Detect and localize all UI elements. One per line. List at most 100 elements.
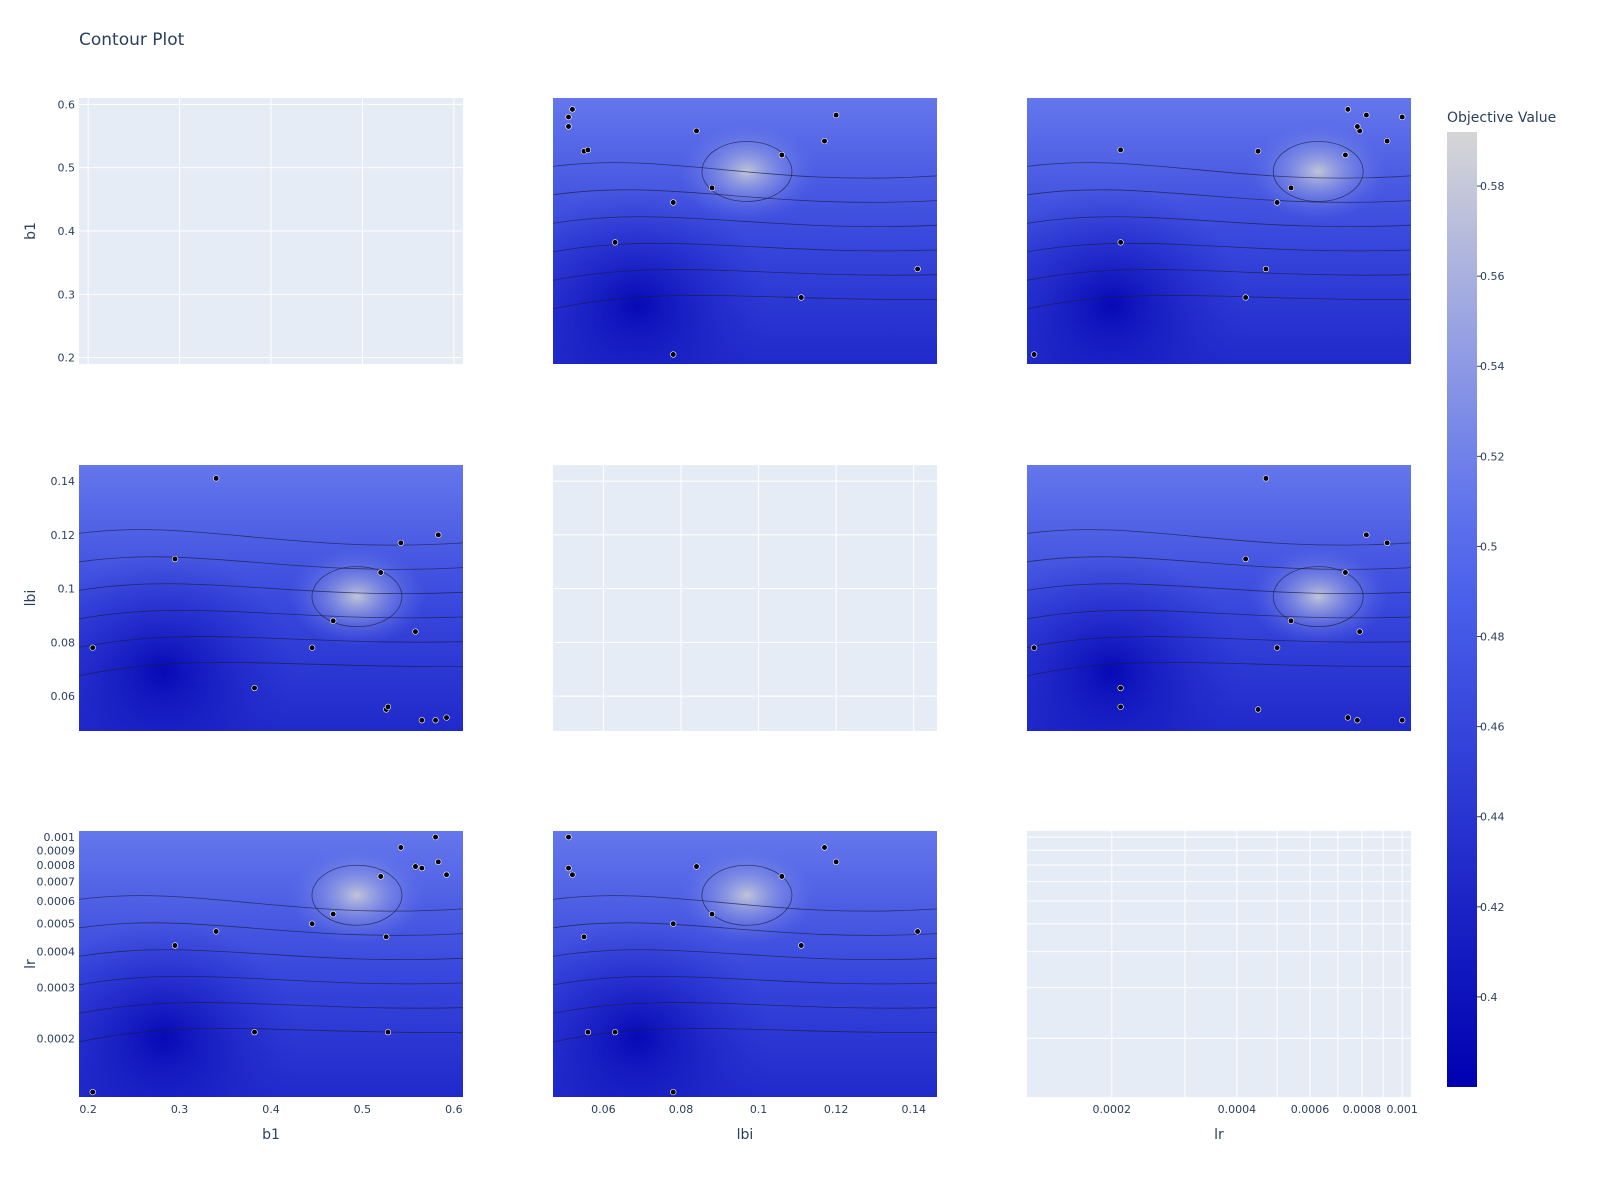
trial-point (1342, 569, 1349, 576)
contour-field (79, 831, 463, 1097)
trial-point (565, 123, 572, 130)
trial-point (1255, 148, 1262, 155)
trial-point (377, 873, 384, 880)
contour-line (553, 216, 937, 227)
colorbar-tick-label: 0.42 (1480, 901, 1505, 914)
trial-point (611, 239, 619, 246)
trial-point (377, 569, 384, 576)
colorbar-tick-label: 0.5 (1480, 540, 1498, 553)
y-tick-label: 0.6 (58, 98, 76, 111)
x-tick-label: 0.06 (591, 1103, 616, 1116)
trial-point (565, 865, 572, 872)
colorbar-tick-label: 0.54 (1480, 360, 1505, 373)
trial-point (171, 942, 179, 949)
x-tick-label: 0.4 (262, 1103, 280, 1116)
contour-line (553, 242, 937, 253)
trial-point (584, 146, 592, 154)
contour-line (553, 295, 937, 310)
x-tick-label: 0.0006 (1291, 1103, 1330, 1116)
contour-line (553, 269, 937, 281)
trial-point (1242, 555, 1249, 563)
contour-low-region (1027, 185, 1246, 364)
y-tick-label: 0.0006 (37, 895, 76, 908)
trial-point (1354, 717, 1361, 724)
trial-point (397, 844, 404, 851)
contour-line (1027, 189, 1411, 203)
colorbar-tick-label: 0.48 (1480, 631, 1505, 644)
contour-field (553, 98, 937, 364)
contour-line (553, 189, 937, 203)
contour-lines (79, 864, 463, 1043)
contour-line (553, 1002, 937, 1014)
contour-line (553, 949, 937, 960)
trial-point (798, 942, 805, 949)
trial-point (833, 858, 840, 866)
trial-point (432, 833, 439, 841)
contour-line (1027, 636, 1411, 648)
x-tick-label: 0.08 (669, 1103, 694, 1116)
panel-lr-vs-lbi (1027, 465, 1411, 731)
y-tick-label: 0.0005 (37, 918, 76, 931)
y-tick-label: 0.001 (44, 831, 76, 844)
contour-line (1027, 529, 1411, 546)
contour-line (79, 1028, 463, 1043)
contour-low-region (553, 185, 772, 364)
trial-point (397, 539, 404, 547)
trial-point (1287, 617, 1295, 624)
contour-lines (79, 529, 463, 677)
x-tick-label: 0.001 (1386, 1103, 1418, 1116)
contour-line (553, 895, 937, 912)
trial-point (330, 617, 337, 624)
contour-field (1027, 98, 1411, 364)
colorbar-tick-label: 0.46 (1480, 721, 1505, 734)
trial-point (778, 151, 785, 159)
colorbar-tick-label: 0.52 (1480, 450, 1505, 463)
contour-line (79, 975, 463, 986)
trial-point (383, 933, 390, 941)
y-tick-label: 0.0009 (37, 844, 76, 857)
contour-high-region (286, 845, 427, 946)
trial-point (1384, 539, 1391, 547)
contour-low-region (553, 918, 772, 1097)
trial-point (384, 703, 392, 710)
trial-point (1262, 265, 1270, 273)
y-tick-label: 0.0004 (37, 946, 76, 959)
trial-point (569, 871, 576, 878)
colorbar-title: Objective Value (1447, 110, 1556, 126)
contour-line (553, 1028, 937, 1043)
y-tick-label: 0.08 (51, 636, 76, 649)
panel-lbi-vs-lr (553, 831, 937, 1097)
trial-point (432, 717, 439, 724)
trial-point (384, 1029, 392, 1036)
contour-lines (553, 864, 937, 1043)
trial-point (1030, 644, 1038, 651)
trial-point (798, 294, 805, 301)
contour-line (79, 529, 463, 546)
colorbar-tick-label: 0.58 (1480, 180, 1505, 193)
y-axis-label: lr (23, 959, 39, 969)
chart-title: Contour Plot (79, 30, 185, 50)
trial-point (1255, 706, 1262, 713)
x-tick-label: 0.1 (750, 1103, 768, 1116)
trial-point (1342, 151, 1349, 159)
contour-low-region (79, 918, 298, 1097)
contour-low-region (1027, 552, 1246, 731)
trial-point (213, 475, 220, 482)
trial-point (418, 865, 425, 872)
y-tick-label: 0.3 (58, 288, 76, 301)
trial-point (213, 928, 220, 935)
contour-field (1027, 465, 1411, 731)
trial-point (412, 628, 419, 635)
y-tick-label: 0.06 (51, 690, 76, 703)
contour-high-region (1248, 121, 1389, 222)
trial-point (1242, 294, 1249, 301)
contour-lines (1027, 529, 1411, 677)
trial-point (1399, 113, 1406, 121)
colorbar-scale (1447, 132, 1477, 1087)
x-tick-label: 0.0002 (1093, 1103, 1132, 1116)
contour-line (79, 662, 463, 677)
contour-lines (1027, 141, 1411, 310)
x-axis-label: lr (1214, 1127, 1224, 1143)
contour-line (553, 922, 937, 936)
contour-line (79, 609, 463, 620)
